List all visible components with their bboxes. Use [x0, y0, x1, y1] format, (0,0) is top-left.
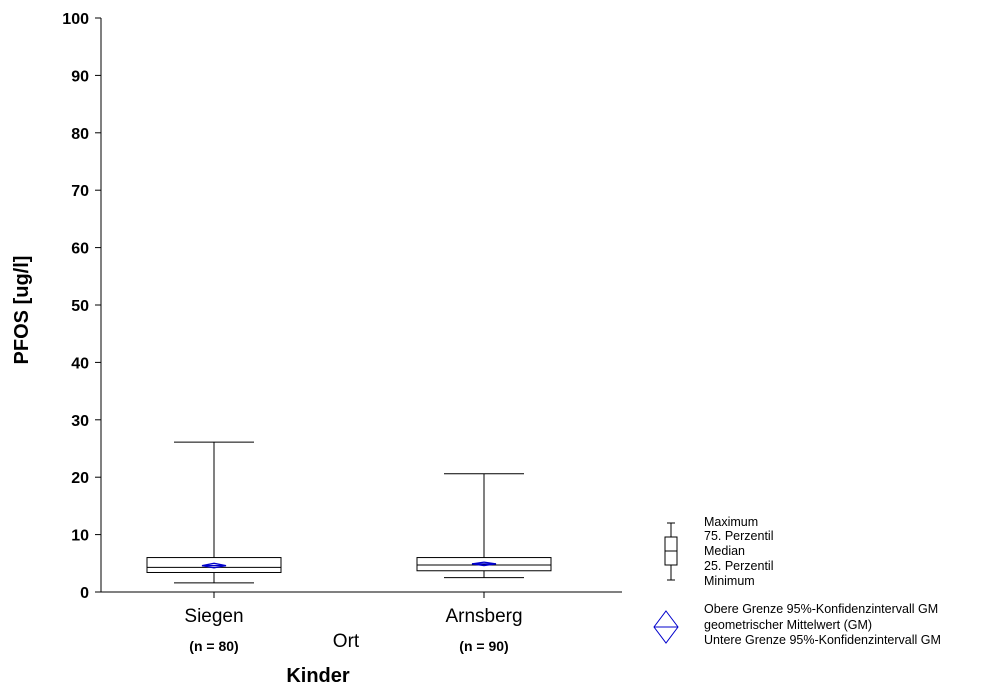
legend: Maximum 75. Perzentil Median 25. Perzent… [653, 515, 941, 647]
x-tick-label: Arnsberg [445, 606, 522, 627]
y-tick-label: 80 [71, 126, 89, 143]
n-label: (n = 90) [459, 638, 508, 654]
y-tick-label: 30 [71, 413, 89, 430]
y-tick-label: 50 [71, 298, 89, 315]
category-labels: Siegen (n = 80) Arnsberg (n = 90) [184, 606, 522, 654]
gm-ci-diamond [201, 562, 227, 569]
n-label: (n = 80) [189, 638, 238, 654]
y-tick-label: 100 [62, 11, 89, 28]
box-arnsberg [416, 473, 552, 579]
legend-gm-lower: Untere Grenze 95%-Konfidenzintervall GM [704, 633, 941, 647]
legend-minimum: Minimum [704, 574, 755, 588]
y-tick-label: 40 [71, 355, 89, 372]
y-tick-label: 0 [80, 585, 89, 602]
x-tick-label: Siegen [184, 606, 243, 627]
y-axis-title: PFOS [ug/l] [11, 256, 33, 365]
legend-q1: 25. Perzentil [704, 559, 773, 573]
y-tick-label: 10 [71, 528, 89, 545]
legend-maximum: Maximum [704, 515, 758, 529]
legend-gm: geometrischer Mittelwert (GM) [704, 618, 872, 632]
x-axis-title: Ort [333, 631, 360, 652]
x-axis [101, 591, 622, 598]
y-tick-label: 60 [71, 241, 89, 258]
legend-gm-diamond-icon [653, 610, 679, 644]
y-tick-label: 90 [71, 68, 89, 85]
boxes-layer [146, 441, 552, 584]
y-axis: 0 10 20 30 40 50 60 70 80 90 100 [62, 11, 102, 602]
legend-gm-upper: Obere Grenze 95%-Konfidenzintervall GM [704, 602, 938, 616]
legend-boxplot-icon [664, 522, 678, 581]
legend-median: Median [704, 544, 745, 558]
box-siegen [146, 441, 282, 584]
group-label: Kinder [286, 665, 350, 686]
y-tick-label: 70 [71, 183, 89, 200]
legend-q3: 75. Perzentil [704, 529, 773, 543]
y-tick-label: 20 [71, 470, 89, 487]
